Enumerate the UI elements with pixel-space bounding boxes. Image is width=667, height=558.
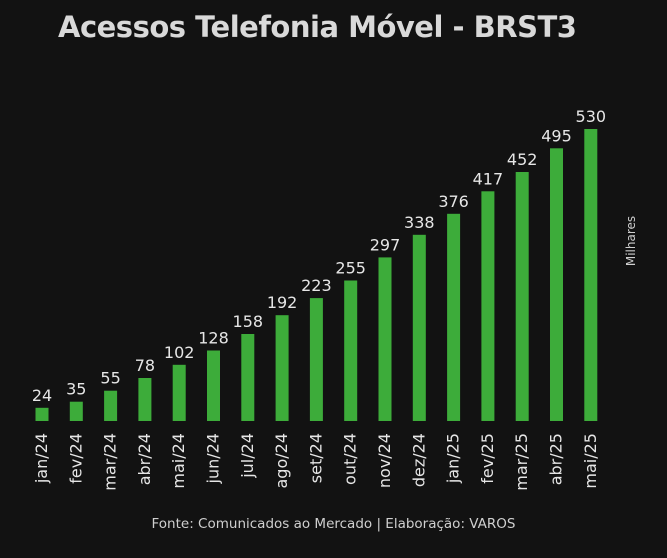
value-label: 495 <box>541 126 572 145</box>
bar-mar-24 <box>104 390 118 421</box>
bar-set-24 <box>309 298 323 421</box>
bar-fev-24 <box>69 401 83 421</box>
bar-out-24 <box>344 280 358 421</box>
x-tick-label: abr/25 <box>547 433 566 485</box>
bar-jun-24 <box>207 350 220 421</box>
x-tick-label: mar/25 <box>512 433 531 491</box>
x-tick-label: jan/24 <box>32 433 51 484</box>
value-label: 417 <box>473 169 504 188</box>
value-label: 338 <box>404 213 435 232</box>
x-tick-label: mar/24 <box>101 433 120 491</box>
value-label: 297 <box>370 235 401 254</box>
x-tick-label: mai/25 <box>581 433 600 489</box>
value-label: 192 <box>267 293 298 312</box>
bar-jan-24 <box>35 407 49 421</box>
x-tick-label: set/24 <box>306 433 325 483</box>
x-tick-labels-group: jan/24 fev/24 mar/24 abr/24 mai/24 jun/24 jul/… <box>32 433 600 491</box>
bar-abr-24 <box>138 378 152 421</box>
bar-dez-24 <box>412 234 426 421</box>
bar-ago-24 <box>275 315 289 421</box>
value-label: 78 <box>135 356 155 375</box>
x-tick-label: jun/24 <box>204 433 223 484</box>
value-label: 35 <box>66 380 86 399</box>
bar-nov-24 <box>378 257 392 421</box>
x-tick-label: dez/24 <box>409 433 428 487</box>
bar-jan-25 <box>447 213 461 421</box>
x-tick-label: fev/24 <box>66 433 85 484</box>
x-tick-label: jan/25 <box>444 433 463 484</box>
value-label: 102 <box>164 343 195 362</box>
bar-jul-24 <box>241 334 255 421</box>
y-axis-label: Milhares <box>624 216 638 266</box>
x-tick-label: ago/24 <box>272 433 291 489</box>
value-label: 376 <box>438 192 469 211</box>
value-label: 128 <box>198 329 229 348</box>
bar-fev-25 <box>481 191 495 421</box>
x-tick-label: mai/24 <box>169 433 188 489</box>
bar-mai-25 <box>584 129 598 421</box>
x-tick-label: out/24 <box>341 433 360 485</box>
x-tick-label: jul/24 <box>238 433 257 479</box>
bars-group <box>35 129 598 422</box>
value-label: 530 <box>576 107 607 126</box>
value-label: 452 <box>507 150 538 169</box>
x-tick-label: fev/25 <box>478 433 497 484</box>
source-footer: Fonte: Comunicados ao Mercado | Elaboraç… <box>151 516 516 532</box>
chart-title: Acessos Telefonia Móvel - BRST3 <box>58 10 577 44</box>
value-labels-group: 24 35 55 78 10212815819222325529733837641745… <box>32 107 606 405</box>
value-label: 55 <box>100 369 120 388</box>
bar-abr-25 <box>550 148 563 422</box>
bar-mai-24 <box>172 364 186 421</box>
value-label: 223 <box>301 276 332 295</box>
value-label: 255 <box>335 259 366 278</box>
x-tick-label: nov/24 <box>375 433 394 488</box>
value-label: 158 <box>233 312 264 331</box>
bar-mar-25 <box>515 172 529 421</box>
x-tick-label: abr/24 <box>135 433 154 485</box>
value-label: 24 <box>32 386 52 405</box>
bar-chart: 24 35 55 78 10212815819222325529733837641745… <box>32 107 638 491</box>
